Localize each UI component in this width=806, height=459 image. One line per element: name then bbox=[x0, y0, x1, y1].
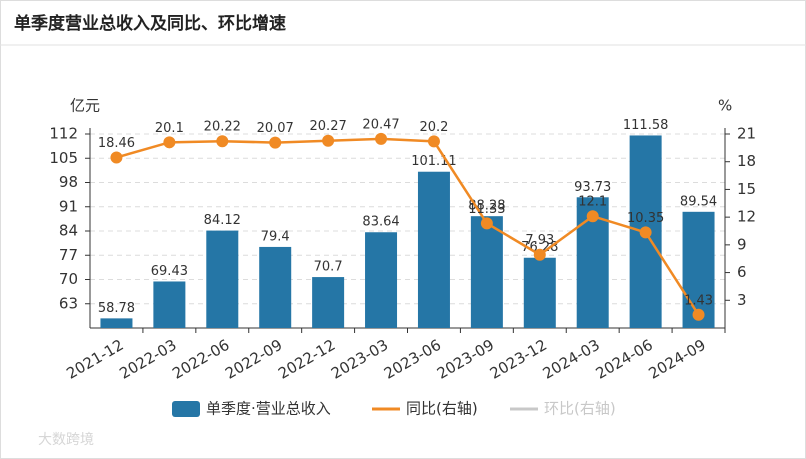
line bbox=[116, 137, 700, 316]
y-tick-label: 105 bbox=[49, 149, 78, 167]
y2-tick-label: 21 bbox=[737, 125, 756, 143]
y-tick-label: 77 bbox=[59, 246, 78, 264]
line-point bbox=[586, 210, 599, 223]
chart-title: 单季度营业总收入及同比、环比增速 bbox=[14, 13, 286, 34]
legend-label: 同比(右轴) bbox=[406, 400, 478, 418]
bar-label: 89.54 bbox=[680, 194, 717, 209]
line-point bbox=[533, 248, 546, 261]
y2-tick-label: 3 bbox=[737, 291, 747, 309]
line-label: 10.35 bbox=[627, 211, 664, 226]
line-point bbox=[480, 217, 493, 230]
bar-label: 76.28 bbox=[521, 240, 558, 255]
line-label: 1.43 bbox=[684, 293, 713, 308]
bar-label: 93.73 bbox=[574, 180, 611, 195]
bar bbox=[682, 211, 715, 328]
legend-swatch bbox=[172, 401, 200, 417]
line-point bbox=[163, 136, 176, 149]
line-point bbox=[216, 135, 229, 148]
y-tick-label: 112 bbox=[49, 125, 78, 143]
line-point bbox=[269, 136, 282, 149]
line-label: 20.07 bbox=[257, 121, 294, 136]
bar-label: 83.64 bbox=[362, 215, 399, 230]
line-label: 12.1 bbox=[578, 195, 607, 210]
line-point bbox=[110, 151, 123, 164]
line-point bbox=[322, 134, 335, 147]
y-axis-label: 亿元 bbox=[70, 97, 100, 115]
line-point bbox=[692, 308, 705, 321]
y-tick-label: 70 bbox=[59, 270, 78, 288]
line-label: 20.22 bbox=[204, 120, 241, 135]
line-label: 18.46 bbox=[98, 136, 135, 151]
line-label: 20.27 bbox=[310, 119, 347, 134]
bar-label: 111.58 bbox=[623, 118, 669, 133]
line-point bbox=[639, 226, 652, 239]
bar-label: 84.12 bbox=[204, 213, 241, 228]
bar bbox=[206, 230, 239, 328]
y-tick-label: 91 bbox=[59, 197, 78, 215]
bar bbox=[153, 281, 186, 328]
line-label: 7.93 bbox=[525, 233, 554, 248]
y-tick-label: 98 bbox=[59, 173, 78, 191]
line-point bbox=[427, 135, 440, 148]
bar bbox=[312, 277, 345, 328]
y2-tick-label: 9 bbox=[737, 235, 747, 253]
y2-tick-label: 15 bbox=[737, 180, 756, 198]
y-tick-label: 84 bbox=[59, 222, 78, 240]
line-label: 20.1 bbox=[155, 121, 184, 136]
bar bbox=[470, 216, 503, 328]
line-point bbox=[375, 132, 388, 145]
legend-label: 环比(右轴) bbox=[544, 400, 616, 418]
y2-tick-label: 18 bbox=[737, 152, 756, 170]
y2-tick-label: 12 bbox=[737, 208, 756, 226]
bar bbox=[523, 257, 556, 328]
legend-label: 单季度·营业总收入 bbox=[206, 400, 331, 418]
y-tick-label: 63 bbox=[59, 294, 78, 312]
bar bbox=[417, 171, 450, 328]
line-label: 11.33 bbox=[468, 202, 505, 217]
bar-label: 79.4 bbox=[261, 229, 290, 244]
bar-label: 58.78 bbox=[98, 301, 135, 316]
bar bbox=[259, 246, 292, 328]
watermark: 大数跨境 bbox=[38, 432, 94, 448]
y2-axis-label: % bbox=[718, 97, 732, 115]
bar-label: 69.43 bbox=[151, 264, 188, 279]
bar bbox=[365, 232, 398, 328]
bar bbox=[100, 318, 133, 328]
bar-label: 70.7 bbox=[314, 260, 343, 275]
line-label: 20.47 bbox=[362, 117, 399, 132]
y2-tick-label: 6 bbox=[737, 263, 747, 281]
line-label: 20.2 bbox=[419, 120, 448, 135]
